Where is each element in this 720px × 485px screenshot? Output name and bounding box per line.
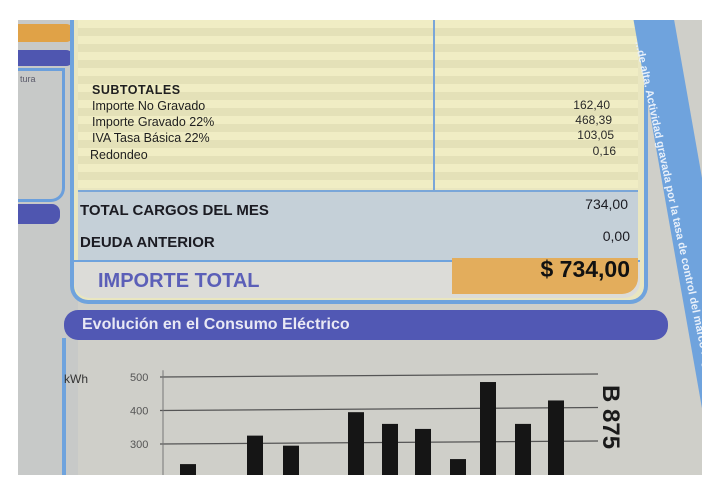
bar bbox=[548, 400, 564, 475]
left-panel: tura bbox=[18, 20, 78, 475]
bar bbox=[247, 435, 263, 475]
gridline bbox=[159, 406, 599, 412]
total-value: 734,00 bbox=[585, 196, 628, 212]
left-panel-label: tura bbox=[20, 74, 36, 84]
left-blue-band bbox=[18, 50, 74, 66]
column-divider bbox=[433, 20, 435, 260]
bar bbox=[283, 445, 299, 475]
left-box bbox=[18, 68, 65, 202]
gridline bbox=[159, 440, 599, 445]
chart-header-band bbox=[64, 310, 668, 340]
bar bbox=[348, 412, 364, 475]
subtotal-label: Redondeo bbox=[90, 148, 148, 162]
subtotal-label: IVA Tasa Básica 22% bbox=[92, 131, 210, 145]
y-tick-label: 300 bbox=[130, 439, 148, 451]
consumption-chart: kWh 300 400 500 bbox=[64, 370, 599, 475]
importe-total-label: IMPORTE TOTAL bbox=[98, 270, 260, 292]
bill-photo: tura SUBTOTALES Importe No Gravado Impor… bbox=[18, 20, 702, 475]
bar bbox=[415, 428, 431, 475]
subtotal-label: Importe Gravado 22% bbox=[92, 115, 215, 129]
striped-background bbox=[78, 20, 638, 188]
subtotal-value: 468,39 bbox=[575, 113, 612, 127]
importe-total-box bbox=[452, 258, 638, 294]
left-blue-band-2 bbox=[18, 204, 60, 224]
gridline bbox=[159, 373, 599, 378]
bar bbox=[480, 382, 496, 475]
y-tick-label: 500 bbox=[130, 372, 148, 384]
bar bbox=[382, 423, 398, 475]
subtotal-value: 0,16 bbox=[592, 144, 616, 158]
chart-box bbox=[62, 338, 666, 475]
total-label: DEUDA ANTERIOR bbox=[80, 234, 215, 251]
total-label: TOTAL CARGOS DEL MES bbox=[80, 202, 269, 219]
importe-total-value: $ 734,00 bbox=[540, 256, 630, 282]
serial-number: B 875 bbox=[597, 385, 624, 450]
y-tick-label: 400 bbox=[130, 406, 148, 418]
left-orange-band bbox=[18, 24, 74, 42]
total-value: 0,00 bbox=[602, 228, 630, 244]
bar bbox=[515, 423, 531, 475]
bar bbox=[450, 459, 466, 475]
y-axis-label: kWh bbox=[64, 372, 88, 386]
bar bbox=[180, 464, 196, 475]
subtotals-heading: SUBTOTALES bbox=[92, 83, 181, 97]
subtotal-value: 162,40 bbox=[573, 98, 610, 112]
totals-section bbox=[78, 190, 638, 262]
subtotal-label: Importe No Gravado bbox=[92, 99, 206, 113]
subtotal-value: 103,05 bbox=[577, 128, 614, 142]
chart-title: Evolución en el Consumo Eléctrico bbox=[82, 316, 350, 333]
